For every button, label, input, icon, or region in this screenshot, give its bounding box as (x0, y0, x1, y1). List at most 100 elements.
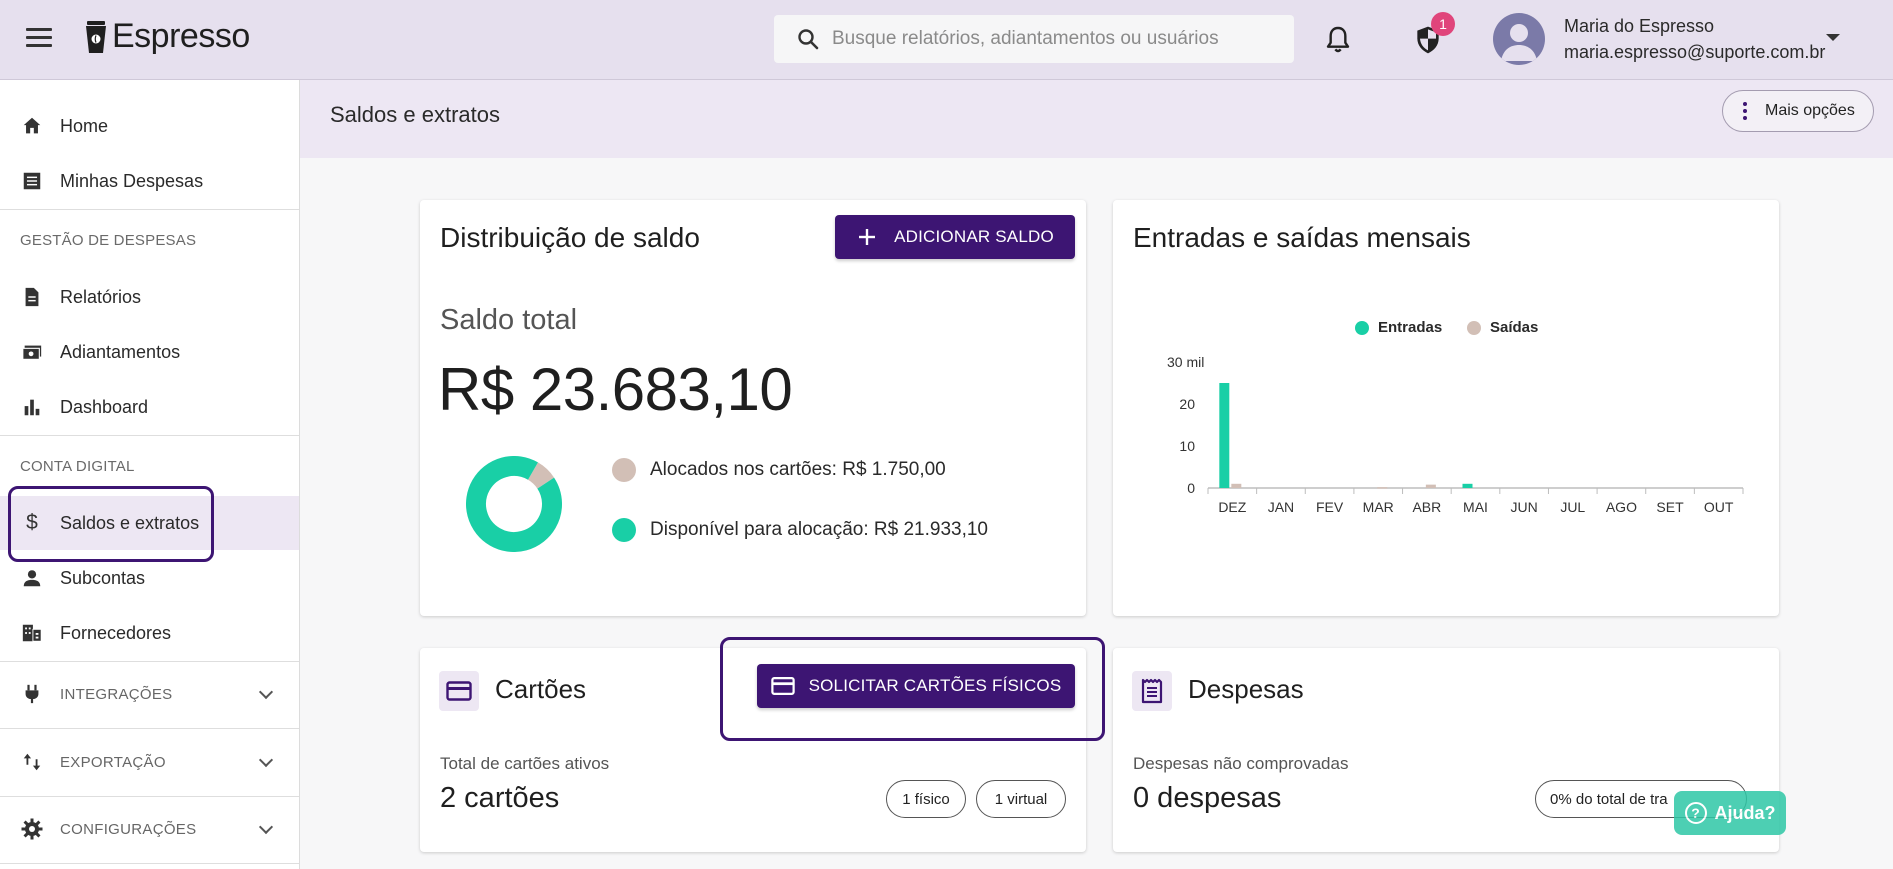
dollar-icon: $ (26, 511, 38, 534)
sidebar-item-label: EXPORTAÇÃO (60, 753, 166, 771)
x-tick-label: SET (1656, 499, 1684, 515)
search-icon (784, 15, 832, 63)
sidebar-item-minhas-despesas[interactable]: Minhas Despesas (0, 154, 299, 208)
add-balance-label: ADICIONAR SALDO (894, 227, 1054, 246)
sidebar-item-exportacao[interactable]: EXPORTAÇÃO (0, 735, 299, 789)
bar-saídas-mar (1377, 487, 1388, 489)
sidebar-item-configuracoes[interactable]: CONFIGURAÇÕES (0, 802, 299, 856)
unproven-expenses-count: 0 despesas (1133, 782, 1282, 814)
bar-saídas-dez (1231, 483, 1242, 488)
app-logo[interactable]: Espresso (84, 17, 250, 56)
sidebar-item-label: CONFIGURAÇÕES (60, 820, 197, 838)
unproven-expenses-label: Despesas não comprovadas (1133, 754, 1349, 773)
legend-label: Entradas (1378, 319, 1443, 336)
page-title: Saldos e extratos (330, 102, 500, 127)
x-tick-label: FEV (1316, 499, 1344, 515)
chart-legend-entradas[interactable]: Entradas (1355, 319, 1442, 336)
plus-icon (859, 229, 876, 245)
x-tick-label: MAR (1363, 499, 1394, 515)
x-tick-label: DEZ (1218, 499, 1246, 515)
sidebar-item-adiantamentos[interactable]: Adiantamentos (0, 325, 299, 379)
y-tick-label: 10 (1179, 438, 1195, 454)
sidebar-item-dashboard[interactable]: Dashboard (0, 380, 299, 434)
coffee-cup-icon (86, 20, 106, 53)
document-icon (20, 285, 44, 309)
top-bar: Espresso 1 Maria do Espresso maria.espre… (0, 0, 1893, 80)
card-title: Despesas (1188, 674, 1304, 704)
help-button[interactable]: ? Ajuda? (1674, 791, 1786, 835)
total-balance-value: R$ 23.683,10 (438, 356, 793, 423)
page-header: Saldos e extratos Mais opções (300, 80, 1893, 158)
avatar[interactable] (1493, 13, 1545, 65)
legend-dot (612, 458, 636, 482)
divider (0, 796, 299, 797)
chevron-down-icon (258, 684, 274, 700)
building-icon (20, 621, 44, 645)
cards-card: Cartões SOLICITAR CARTÕES FÍSICOS Total … (420, 648, 1086, 852)
divider (0, 728, 299, 729)
user-name: Maria do Espresso (1564, 16, 1715, 36)
legend-dot (612, 518, 636, 542)
card-title: Cartões (495, 674, 587, 704)
legend-dot (1355, 320, 1369, 335)
app-name: Espresso (112, 17, 250, 55)
money-icon (20, 340, 44, 364)
receipt-icon (1132, 671, 1172, 711)
section-title-gestao: GESTÃO DE DESPESAS (20, 232, 197, 249)
sidebar-item-label: Saldos e extratos (60, 512, 200, 533)
gear-icon (20, 817, 44, 841)
bar-entradas-dez (1219, 383, 1230, 488)
divider (0, 661, 299, 662)
plug-icon (20, 682, 44, 706)
sidebar-item-fornecedores[interactable]: Fornecedores (0, 606, 299, 660)
chevron-down-icon[interactable] (1826, 34, 1840, 41)
chevron-down-icon (258, 819, 274, 835)
shield-icon[interactable] (1412, 24, 1444, 56)
credit-card-icon (770, 677, 795, 695)
more-options-button[interactable]: Mais opções (1722, 90, 1874, 132)
request-physical-cards-label: SOLICITAR CARTÕES FÍSICOS (808, 676, 1062, 695)
sidebar-item-label: Relatórios (60, 286, 142, 307)
divider (0, 435, 299, 436)
active-cards-label: Total de cartões ativos (440, 754, 610, 773)
search-input[interactable] (832, 28, 1272, 50)
person-icon (20, 566, 44, 590)
expenses-card: Despesas Despesas não comprovadas 0 desp… (1113, 648, 1779, 852)
sidebar-item-label: Minhas Despesas (60, 170, 204, 191)
request-physical-cards-button[interactable]: SOLICITAR CARTÕES FÍSICOS (757, 664, 1075, 708)
x-tick-label: ABR (1412, 499, 1441, 515)
balance-distribution-card: Distribuição de saldo ADICIONAR SALDO Sa… (420, 200, 1086, 616)
legend-dot (1467, 320, 1481, 335)
active-cards-count: 2 cartões (440, 782, 560, 814)
menu-icon[interactable] (26, 28, 52, 48)
divider (0, 863, 299, 864)
monthly-flow-card: Entradas e saídas mensais Entradas Saída… (1113, 200, 1779, 616)
x-tick-label: MAI (1463, 499, 1488, 515)
legend-available: Disponível para alocação: R$ 21.933,10 (612, 518, 988, 542)
sidebar-item-home[interactable]: Home (0, 99, 299, 153)
more-vertical-icon (1733, 99, 1757, 123)
bar-chart-icon (20, 395, 44, 419)
balance-donut-chart (466, 456, 562, 552)
sidebar-item-subcontas[interactable]: Subcontas (0, 551, 299, 605)
bell-icon[interactable] (1322, 24, 1354, 56)
section-title-conta: CONTA DIGITAL (20, 458, 135, 475)
virtual-cards-pill[interactable]: 1 virtual (976, 780, 1066, 818)
sidebar-item-relatorios[interactable]: Relatórios (0, 270, 299, 324)
bar-saídas-abr (1425, 484, 1436, 488)
sidebar-item-integracoes[interactable]: INTEGRAÇÕES (0, 667, 299, 721)
help-label: Ajuda? (1714, 802, 1776, 823)
help-icon: ? (1684, 802, 1707, 824)
home-icon (20, 114, 44, 138)
legend-allocated-label: Alocados nos cartões: R$ 1.750,00 (650, 459, 946, 480)
chart-legend-saidas[interactable]: Saídas (1467, 319, 1538, 336)
sidebar-item-label: Dashboard (60, 396, 149, 417)
search-bar[interactable] (774, 15, 1294, 63)
total-balance-label: Saldo total (440, 304, 578, 336)
x-tick-label: OUT (1704, 499, 1734, 515)
x-tick-label: JAN (1268, 499, 1294, 515)
legend-available-label: Disponível para alocação: R$ 21.933,10 (650, 519, 989, 540)
physical-cards-pill[interactable]: 1 físico (886, 780, 966, 818)
add-balance-button[interactable]: ADICIONAR SALDO (835, 215, 1075, 259)
sidebar-item-saldos[interactable]: $ Saldos e extratos (0, 496, 299, 550)
